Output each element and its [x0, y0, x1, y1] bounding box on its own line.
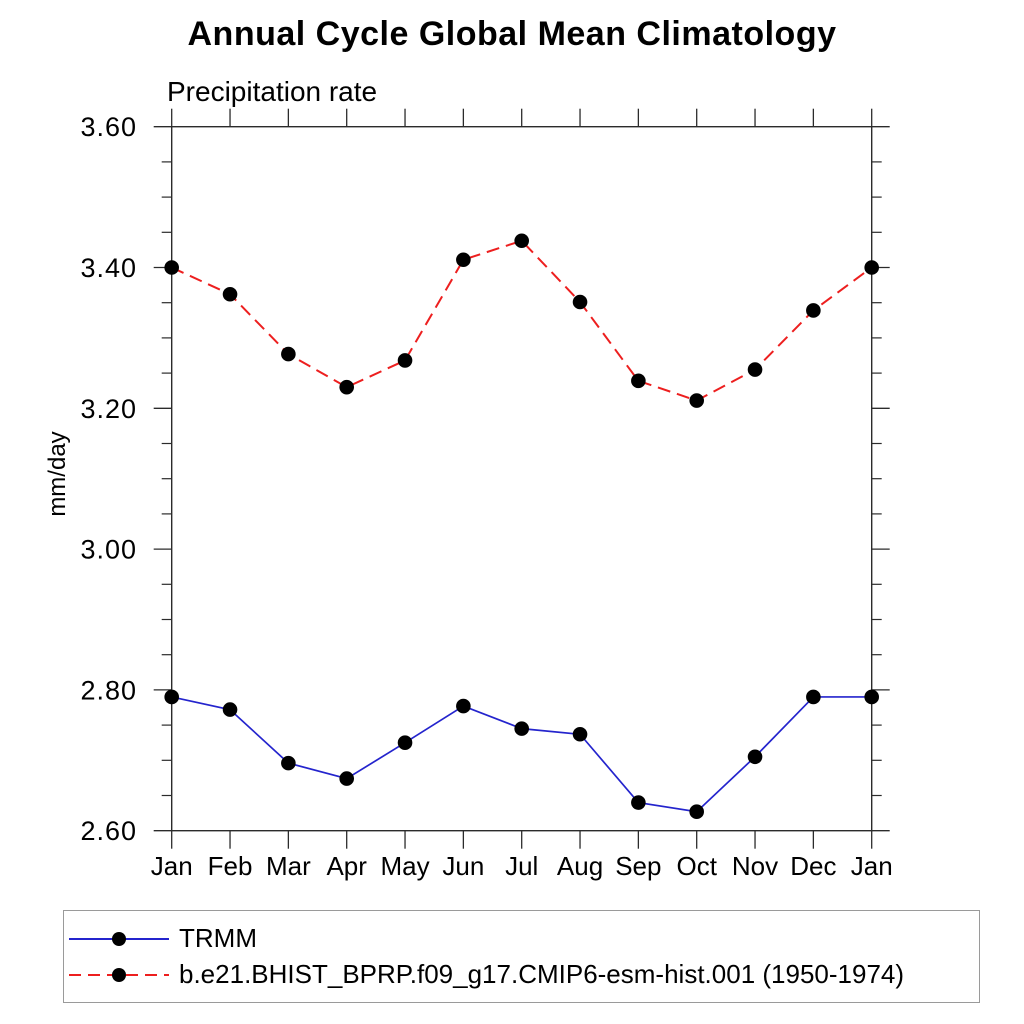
x-tick-label: Nov — [732, 851, 778, 881]
legend-label-trmm: TRMM — [179, 923, 257, 953]
data-point-marker — [864, 260, 879, 275]
data-point-marker — [747, 362, 763, 377]
y-tick-label: 2.60 — [80, 816, 137, 846]
series-line-1 — [171, 239, 873, 402]
data-point-marker — [456, 698, 471, 714]
x-tick-label: Oct — [676, 851, 717, 881]
data-point-marker — [339, 379, 355, 395]
data-point-marker — [747, 749, 763, 765]
data-point-marker — [572, 294, 588, 310]
data-point-marker — [164, 260, 179, 275]
data-point-marker — [572, 726, 588, 742]
data-point-marker — [806, 689, 821, 705]
y-tick-label: 3.20 — [80, 394, 137, 424]
y-tick-label: 3.00 — [80, 535, 137, 565]
x-tick-label: May — [380, 851, 429, 881]
x-tick-label: Sep — [615, 851, 661, 881]
trmm-line-swatch — [69, 931, 169, 946]
legend-item-model: b.e21.BHIST_BPRP.f09_g17.CMIP6-esm-hist.… — [66, 959, 979, 990]
data-point-marker — [397, 735, 413, 750]
data-point-marker — [339, 771, 355, 786]
data-point-marker — [631, 795, 646, 810]
x-tick-label: Jul — [505, 851, 538, 881]
x-tick-label: Apr — [326, 851, 367, 881]
data-point-marker — [631, 373, 646, 389]
data-point-marker — [864, 689, 879, 705]
data-point-marker — [514, 721, 529, 736]
data-point-marker — [514, 233, 529, 249]
series-line-0 — [171, 696, 872, 813]
data-point-marker — [456, 252, 471, 268]
data-point-marker — [806, 303, 821, 318]
x-tick-label: Dec — [790, 851, 836, 881]
y-tick-label: 3.40 — [80, 253, 137, 283]
data-point-marker — [281, 346, 296, 362]
chart-title: Annual Cycle Global Mean Climatology — [187, 15, 837, 53]
legend-item-trmm: TRMM — [66, 923, 979, 954]
x-tick-label: Feb — [208, 851, 253, 881]
y-tick-label: 2.80 — [80, 675, 137, 705]
x-tick-label: Jan — [851, 851, 893, 881]
x-tick-label: Mar — [266, 851, 311, 881]
data-point-marker — [689, 393, 704, 408]
x-tick-label: Jun — [442, 851, 484, 881]
legend-box: TRMM b.e21.BHIST_BPRP.f09_g17.CMIP6-esm-… — [63, 910, 980, 1003]
data-point-marker — [222, 286, 238, 302]
chart-subtitle: Precipitation rate — [167, 76, 378, 107]
y-tick-label: 3.60 — [80, 112, 137, 142]
data-point-marker — [222, 702, 238, 717]
data-point-marker — [689, 804, 704, 819]
model-line-swatch — [69, 967, 169, 982]
legend-label-model: b.e21.BHIST_BPRP.f09_g17.CMIP6-esm-hist.… — [179, 959, 905, 989]
x-tick-label: Jan — [151, 851, 193, 881]
data-point-marker — [164, 689, 179, 705]
data-point-marker — [397, 353, 413, 368]
x-tick-label: Aug — [557, 851, 603, 881]
data-point-marker — [281, 755, 296, 771]
